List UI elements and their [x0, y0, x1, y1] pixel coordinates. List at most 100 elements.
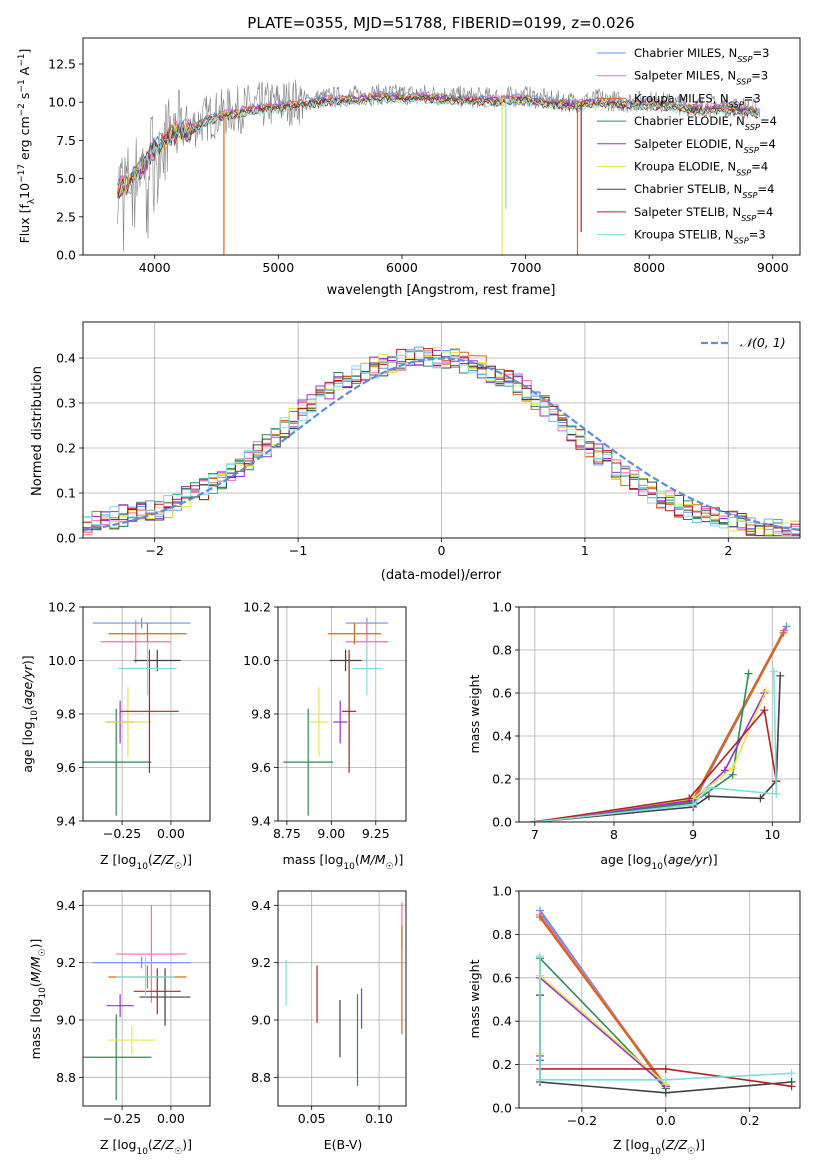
- x-axis-label: mass [log10(M/M☉)]: [283, 852, 404, 872]
- x-axis-label: Z [log10(Z/Z☉)]: [100, 1137, 192, 1157]
- legend-entry: Chabrier STELIB, NSSP=4: [634, 182, 774, 200]
- plot-area: [83, 607, 210, 821]
- y-tick-label: 9.6: [251, 760, 271, 775]
- x-axis-label: wavelength [Angstrom, rest frame]: [327, 283, 556, 298]
- marker-salpeter_elodie: [720, 766, 729, 775]
- plot-area: [519, 607, 800, 822]
- x-tick-label: −1: [289, 543, 307, 558]
- x-axis-label: Z [log10(Z/Z☉)]: [100, 852, 192, 872]
- y-tick-label: 9.6: [56, 760, 76, 775]
- y-tick-label: 0.2: [56, 441, 76, 456]
- y-tick-label: 1.0: [492, 600, 512, 615]
- axes-frame: [518, 890, 801, 1109]
- axes-frame: [277, 606, 407, 822]
- y-axis-label: Normed distribution: [30, 366, 45, 496]
- y-tick-label: 0.0: [492, 815, 512, 830]
- x-tick-label: 10: [764, 827, 780, 842]
- x-tick-label: 0.00: [157, 826, 185, 841]
- marker-chabrier_elodie: [744, 669, 753, 678]
- marker-salpeter_stelib: [760, 706, 769, 715]
- series-line-salpeter_stelib: [534, 708, 778, 822]
- y-tick-label: 8.8: [251, 1070, 271, 1085]
- y-tick-label: 0.6: [492, 686, 512, 701]
- marker-kroupa_stelib: [772, 790, 781, 799]
- y-tick-label: 0.0: [492, 1101, 512, 1116]
- y-axis-label: mass weight: [467, 959, 482, 1038]
- marker-kroupa_stelib: [769, 667, 778, 676]
- y-tick-label: 10.2: [243, 600, 271, 615]
- marker-salpeter_stelib: [685, 794, 694, 803]
- x-axis-label: age [log10(age/yr)]: [600, 852, 717, 872]
- plot-area: [83, 891, 210, 1106]
- y-tick-label: 9.0: [251, 1013, 271, 1028]
- y-tick-label: 9.2: [56, 955, 76, 970]
- histogram-kroupa_stelib: [83, 349, 800, 537]
- y-tick-label: 9.4: [251, 814, 271, 829]
- y-tick-label: 9.0: [56, 1013, 76, 1028]
- x-tick-label: −0.25: [103, 1111, 141, 1126]
- marker-kroupa_miles: [535, 913, 544, 922]
- plot-area: [117, 79, 761, 255]
- marker-kroupa_stelib: [535, 952, 544, 961]
- legend-entry: Salpeter STELIB, NSSP=4: [634, 205, 773, 223]
- y-tick-label: 10.0: [243, 653, 271, 668]
- marker-kroupa_stelib: [530, 818, 539, 822]
- marker-salpeter_stelib: [787, 1082, 796, 1091]
- figure-title: PLATE=0355, MJD=51788, FIBERID=0199, z=0…: [247, 14, 634, 32]
- legend-entry: Salpeter MILES, NSSP=3: [634, 69, 768, 87]
- y-axis-label: age [log10(age/yr)]: [20, 655, 40, 772]
- y-tick-label: 9.8: [251, 707, 271, 722]
- y-tick-label: 10.0: [48, 95, 76, 110]
- marker-chabrier_miles: [782, 622, 791, 631]
- marker-kroupa_stelib: [535, 1075, 544, 1084]
- y-axis-label: mass [log10(M/M☉)]: [28, 939, 48, 1060]
- marker-kroupa_elodie: [761, 686, 770, 695]
- x-tick-label: 8: [610, 827, 618, 842]
- plot-area: [83, 322, 800, 538]
- x-axis-label: E(B-V): [324, 1137, 363, 1152]
- x-tick-label: 9.25: [362, 826, 390, 841]
- histogram-chabrier_stelib: [83, 349, 800, 537]
- axes-frame: [277, 890, 407, 1107]
- y-tick-label: 0.0: [56, 531, 76, 546]
- marker-kroupa_stelib: [704, 783, 713, 792]
- y-tick-label: 0.6: [492, 970, 512, 985]
- y-tick-label: 5.0: [56, 171, 76, 186]
- y-tick-label: 9.4: [56, 898, 76, 913]
- marker-kroupa_stelib: [689, 800, 698, 809]
- x-tick-label: −0.2: [567, 1113, 597, 1128]
- plot-area: [278, 891, 406, 1106]
- y-tick-label: 12.5: [48, 56, 76, 71]
- axes-frame: [82, 321, 801, 539]
- plot-area: [278, 607, 406, 821]
- y-tick-label: 10.0: [48, 653, 76, 668]
- x-tick-label: 0: [438, 543, 446, 558]
- legend-entry: Salpeter ELODIE, NSSP=4: [634, 137, 776, 155]
- marker-chabrier_stelib: [661, 1088, 670, 1097]
- y-tick-label: 9.8: [56, 707, 76, 722]
- x-tick-label: 0.00: [157, 1111, 185, 1126]
- x-tick-label: 1: [581, 543, 589, 558]
- x-tick-label: 0.10: [365, 1111, 393, 1126]
- series-line-kroupa_stelib: [539, 956, 792, 1081]
- y-tick-label: 7.5: [56, 133, 76, 148]
- legend-entry: Kroupa ELODIE, NSSP=4: [634, 160, 768, 178]
- x-tick-label: 9: [689, 827, 697, 842]
- y-tick-label: 9.4: [251, 898, 271, 913]
- y-tick-label: 0.8: [492, 643, 512, 658]
- series-line-kroupa_elodie: [539, 973, 667, 1085]
- series-line-kroupa_stelib: [534, 671, 778, 822]
- series-line-kroupa_miles: [539, 916, 667, 1088]
- x-tick-label: 7000: [510, 260, 542, 275]
- axes-frame: [82, 606, 211, 822]
- marker-kroupa_miles: [779, 628, 788, 637]
- marker-salpeter_stelib: [661, 1064, 670, 1073]
- histogram-salpeter_elodie: [83, 349, 800, 535]
- axes-frame: [82, 890, 211, 1107]
- marker-kroupa_elodie: [728, 764, 737, 773]
- y-tick-label: 0.3: [56, 396, 76, 411]
- marker-chabrier_stelib: [756, 794, 765, 803]
- y-tick-label: 10.2: [48, 600, 76, 615]
- y-tick-label: 8.8: [56, 1070, 76, 1085]
